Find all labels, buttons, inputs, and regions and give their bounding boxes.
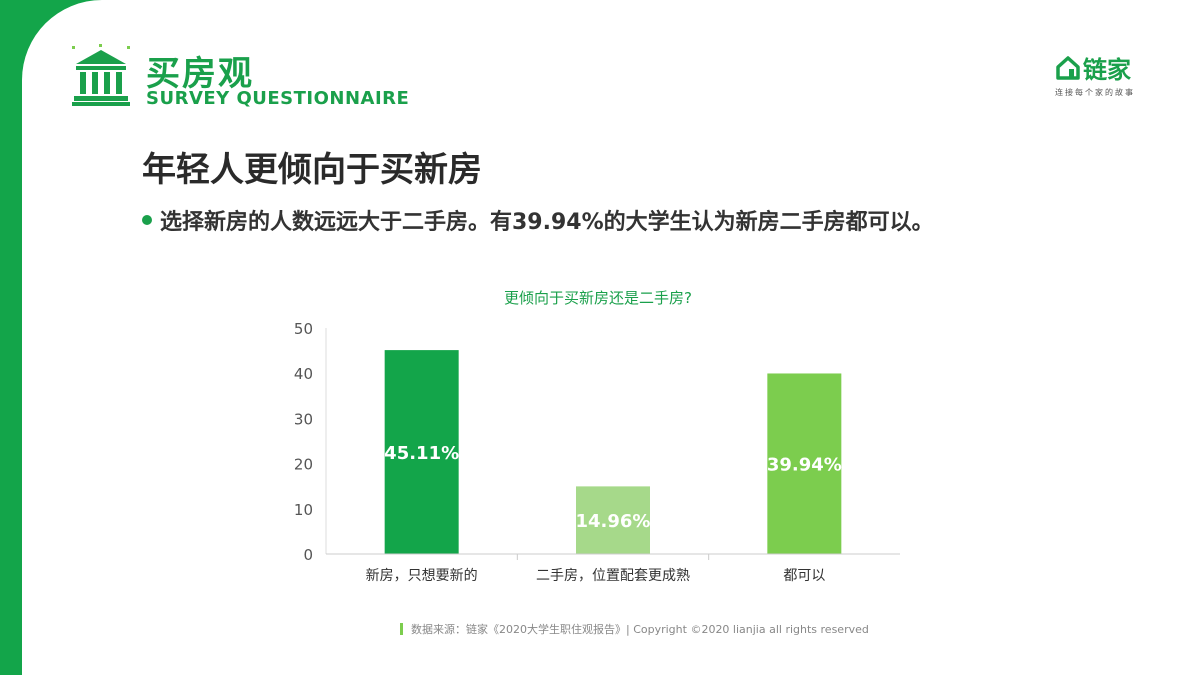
- footer: 数据来源：链家《2020大学生职住观报告》| Copyright ©2020 l…: [400, 621, 869, 637]
- brand-title: 买房观: [146, 54, 254, 94]
- bar-value-label: 39.94%: [767, 455, 842, 476]
- y-tick-label: 40: [294, 365, 313, 383]
- y-tick-label: 50: [294, 320, 313, 338]
- brand-subtitle: SURVEY QUESTIONNAIRE: [146, 88, 410, 109]
- bar-2: [576, 486, 650, 554]
- bar-1: [384, 350, 459, 554]
- y-tick-label: 20: [294, 456, 313, 474]
- bar-value-label: 14.96%: [576, 511, 651, 532]
- summary-bullet: 选择新房的人数远远大于二手房。有39.94%的大学生认为新房二手房都可以。: [142, 204, 934, 236]
- x-category-label: 二手房，位置配套更成熟: [536, 568, 690, 584]
- bar-value-label: 45.11%: [384, 443, 459, 464]
- footer-source: 数据来源：链家《2020大学生职住观报告》| Copyright ©2020 l…: [411, 623, 869, 636]
- lianjia-slogan: 连接每个家的故事: [1055, 88, 1135, 97]
- x-category-label: 都可以: [783, 568, 825, 584]
- bars-group: 45.11% 14.96% 39.94%: [384, 350, 842, 554]
- y-tick-label: 10: [294, 501, 313, 519]
- y-axis: 0 10 20 30 40 50: [294, 320, 327, 564]
- bank-building-icon: [72, 44, 130, 106]
- chart-title: 更倾向于买新房还是二手房?: [504, 289, 692, 307]
- lianjia-logo: 链家 连接每个家的故事: [1055, 50, 1135, 98]
- x-category-label: 新房，只想要新的: [366, 568, 478, 584]
- footer-marker: [400, 623, 403, 635]
- slide-sheet: [22, 0, 1199, 675]
- bar-3: [767, 373, 842, 554]
- lianjia-name: 链家: [1083, 56, 1131, 84]
- page-title: 年轻人更倾向于买新房: [142, 150, 482, 190]
- house-icon: [1056, 55, 1080, 80]
- bullet-dot: [142, 215, 152, 225]
- y-tick-label: 30: [294, 410, 313, 428]
- y-tick-label: 0: [303, 546, 313, 564]
- x-axis: 新房，只想要新的 二手房，位置配套更成熟 都可以: [326, 553, 900, 584]
- summary-text: 选择新房的人数远远大于二手房。有39.94%的大学生认为新房二手房都可以。: [160, 210, 934, 235]
